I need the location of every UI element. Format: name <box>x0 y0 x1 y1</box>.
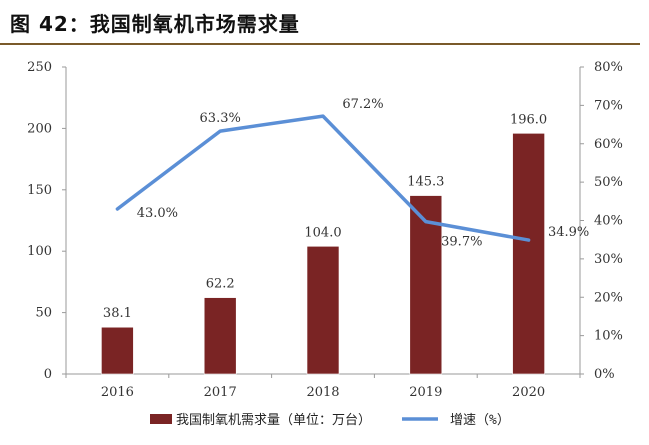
right-axis-tick-label: 0% <box>594 367 615 382</box>
bar-data-label: 62.2 <box>206 277 235 292</box>
right-axis-tick-label: 60% <box>594 137 623 152</box>
line-data-label: 34.9% <box>548 225 589 240</box>
bar-data-label: 104.0 <box>304 225 341 240</box>
bar-data-label: 38.1 <box>103 306 132 321</box>
right-axis-tick-label: 20% <box>594 290 623 305</box>
x-axis-tick-label: 2017 <box>204 385 237 400</box>
left-axis-tick-label: 0 <box>44 367 52 382</box>
line-data-label: 67.2% <box>342 97 383 112</box>
line-data-label: 43.0% <box>137 206 178 221</box>
x-axis-tick-label: 2019 <box>409 385 442 400</box>
x-axis-tick-label: 2018 <box>306 385 339 400</box>
right-axis-tick-label: 40% <box>594 214 623 229</box>
right-axis-tick-label: 70% <box>594 98 623 113</box>
bar <box>101 326 134 375</box>
right-axis-tick-label: 30% <box>594 252 623 267</box>
line-data-label: 39.7% <box>441 235 482 250</box>
x-axis-tick-label: 2020 <box>512 385 545 400</box>
x-axis-tick-label: 2016 <box>101 385 134 400</box>
left-axis-tick-label: 250 <box>27 60 52 75</box>
right-axis-tick-label: 50% <box>594 175 623 190</box>
bar-data-label: 196.0 <box>510 112 547 127</box>
legend-swatch-demand <box>150 414 172 424</box>
left-axis-tick-label: 200 <box>27 121 52 136</box>
figure-title: 图 42：我国制氧机市场需求量 <box>10 12 300 36</box>
line-data-label: 63.3% <box>200 111 241 126</box>
left-axis-tick-label: 100 <box>27 244 52 259</box>
left-axis-tick-label: 50 <box>35 306 52 321</box>
growth-rate-line <box>115 114 531 242</box>
bar <box>512 133 545 375</box>
legend-label-demand: 我国制氧机需求量（单位：万台） <box>176 413 371 428</box>
right-axis-tick-label: 10% <box>594 329 623 344</box>
title-divider <box>0 43 640 45</box>
bar <box>306 245 340 375</box>
left-axis-tick-label: 150 <box>27 183 52 198</box>
right-axis-tick-label: 80% <box>594 60 623 75</box>
legend-label-growth: 增速（%） <box>450 413 510 428</box>
bar-data-label: 145.3 <box>407 175 444 190</box>
bar <box>203 297 237 375</box>
